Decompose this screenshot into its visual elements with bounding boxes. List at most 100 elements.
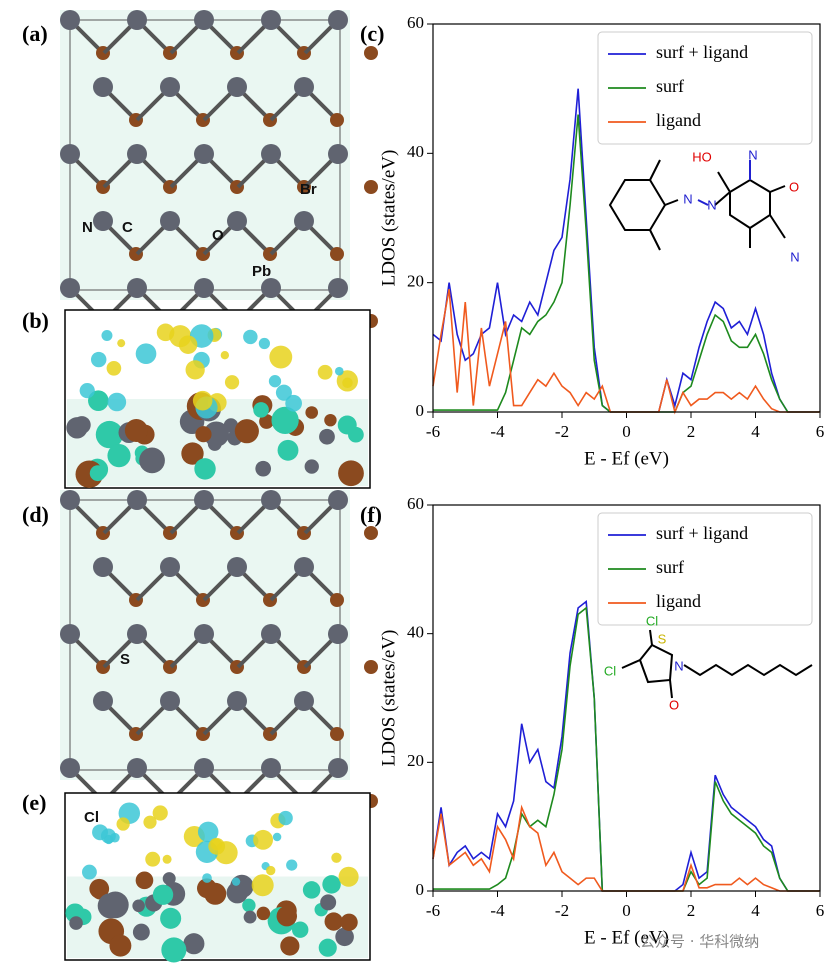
isosurface: [208, 837, 226, 855]
atom: [132, 923, 150, 941]
atom-label: C: [122, 219, 133, 236]
atom: [88, 390, 109, 411]
atom: [276, 905, 298, 927]
isosurface: [143, 815, 157, 829]
isosurface: [178, 335, 198, 354]
br-atom: [364, 46, 378, 60]
panel-label: (a): [22, 21, 48, 46]
isosurface: [253, 829, 273, 850]
br-atom: [364, 180, 378, 194]
isosurface: [197, 821, 219, 843]
atom-label: Pb: [252, 263, 271, 280]
y-axis-label: LDOS (states/eV): [378, 630, 399, 767]
atom: [194, 458, 216, 480]
pb-atom: [60, 490, 80, 510]
isosurface: [331, 852, 342, 863]
isosurface: [338, 866, 359, 887]
pb-atom: [160, 77, 180, 97]
atom: [162, 872, 176, 886]
y-tick-label: 0: [416, 401, 425, 420]
pb-atom: [261, 624, 281, 644]
isosurface: [243, 329, 258, 345]
panel-label: (b): [22, 308, 49, 333]
isosurface: [135, 343, 157, 365]
pb-atom: [194, 490, 214, 510]
pb-atom: [93, 557, 113, 577]
plot-frame: [432, 504, 821, 892]
pb-atom: [60, 624, 80, 644]
br-atom: [364, 526, 378, 540]
atom: [259, 414, 274, 429]
atom: [197, 878, 217, 899]
isosurface: [101, 329, 113, 341]
x-tick-label: -4: [490, 422, 505, 441]
atom: [95, 420, 124, 449]
atom: [181, 442, 204, 465]
br-atom: [330, 593, 344, 607]
pb-atom: [127, 144, 147, 164]
legend-label: ligand: [656, 591, 701, 611]
atom: [109, 934, 132, 957]
isosurface: [145, 851, 161, 867]
inset-atom-label: N: [683, 191, 692, 206]
isosurface: [106, 360, 122, 376]
y-tick-label: 60: [407, 13, 424, 32]
panel-label: (c): [360, 21, 384, 46]
pb-atom: [294, 691, 314, 711]
atom: [132, 899, 145, 913]
pb-atom: [194, 10, 214, 30]
atom: [324, 413, 337, 427]
isosurface: [272, 832, 282, 842]
isosurface: [117, 339, 126, 348]
atom: [107, 444, 131, 468]
pb-atom: [261, 278, 281, 298]
pb-atom: [328, 144, 348, 164]
atom-label: Cl: [84, 809, 99, 826]
pb-atom: [261, 758, 281, 778]
isosurface: [107, 392, 127, 412]
atom: [280, 936, 300, 956]
atom: [195, 426, 212, 443]
pb-atom: [93, 211, 113, 231]
y-axis-label: LDOS (states/eV): [378, 150, 399, 287]
atom-label: Br: [300, 181, 317, 198]
isosurface: [317, 364, 333, 380]
isosurface: [82, 864, 97, 880]
isosurface: [116, 817, 130, 831]
pb-atom: [194, 278, 214, 298]
legend-label: surf: [656, 76, 684, 96]
isosurface: [185, 360, 205, 380]
pb-atom: [160, 691, 180, 711]
x-axis-label: E - Ef (eV): [584, 927, 669, 948]
pb-atom: [328, 758, 348, 778]
atom: [139, 447, 165, 474]
inset-atom-label: HO: [692, 149, 712, 164]
atom-label: S: [120, 651, 130, 668]
pb-atom: [127, 624, 147, 644]
atom: [242, 898, 256, 913]
atom: [335, 927, 354, 947]
panel-label: (d): [22, 502, 49, 527]
isosurface: [90, 351, 107, 368]
y-tick-label: 20: [407, 272, 424, 291]
pb-atom: [261, 490, 281, 510]
watermark: 公众号 · 华科微纳: [640, 933, 759, 951]
isosurface: [268, 375, 282, 388]
x-tick-label: 2: [687, 422, 696, 441]
pb-atom: [60, 758, 80, 778]
legend-label: surf: [656, 557, 684, 577]
isosurface: [342, 377, 353, 389]
x-axis-label: E - Ef (eV): [584, 448, 669, 469]
atom: [324, 912, 343, 931]
plot-frame: [432, 23, 821, 413]
y-tick-label: 60: [407, 494, 424, 513]
x-tick-label: 6: [816, 901, 825, 920]
x-tick-label: 2: [687, 901, 696, 920]
x-tick-label: -4: [490, 901, 505, 920]
inset-molecule-c: [608, 159, 786, 251]
isosurface: [275, 384, 292, 401]
pb-atom: [261, 10, 281, 30]
isosurface: [110, 832, 120, 843]
atom: [338, 460, 364, 487]
